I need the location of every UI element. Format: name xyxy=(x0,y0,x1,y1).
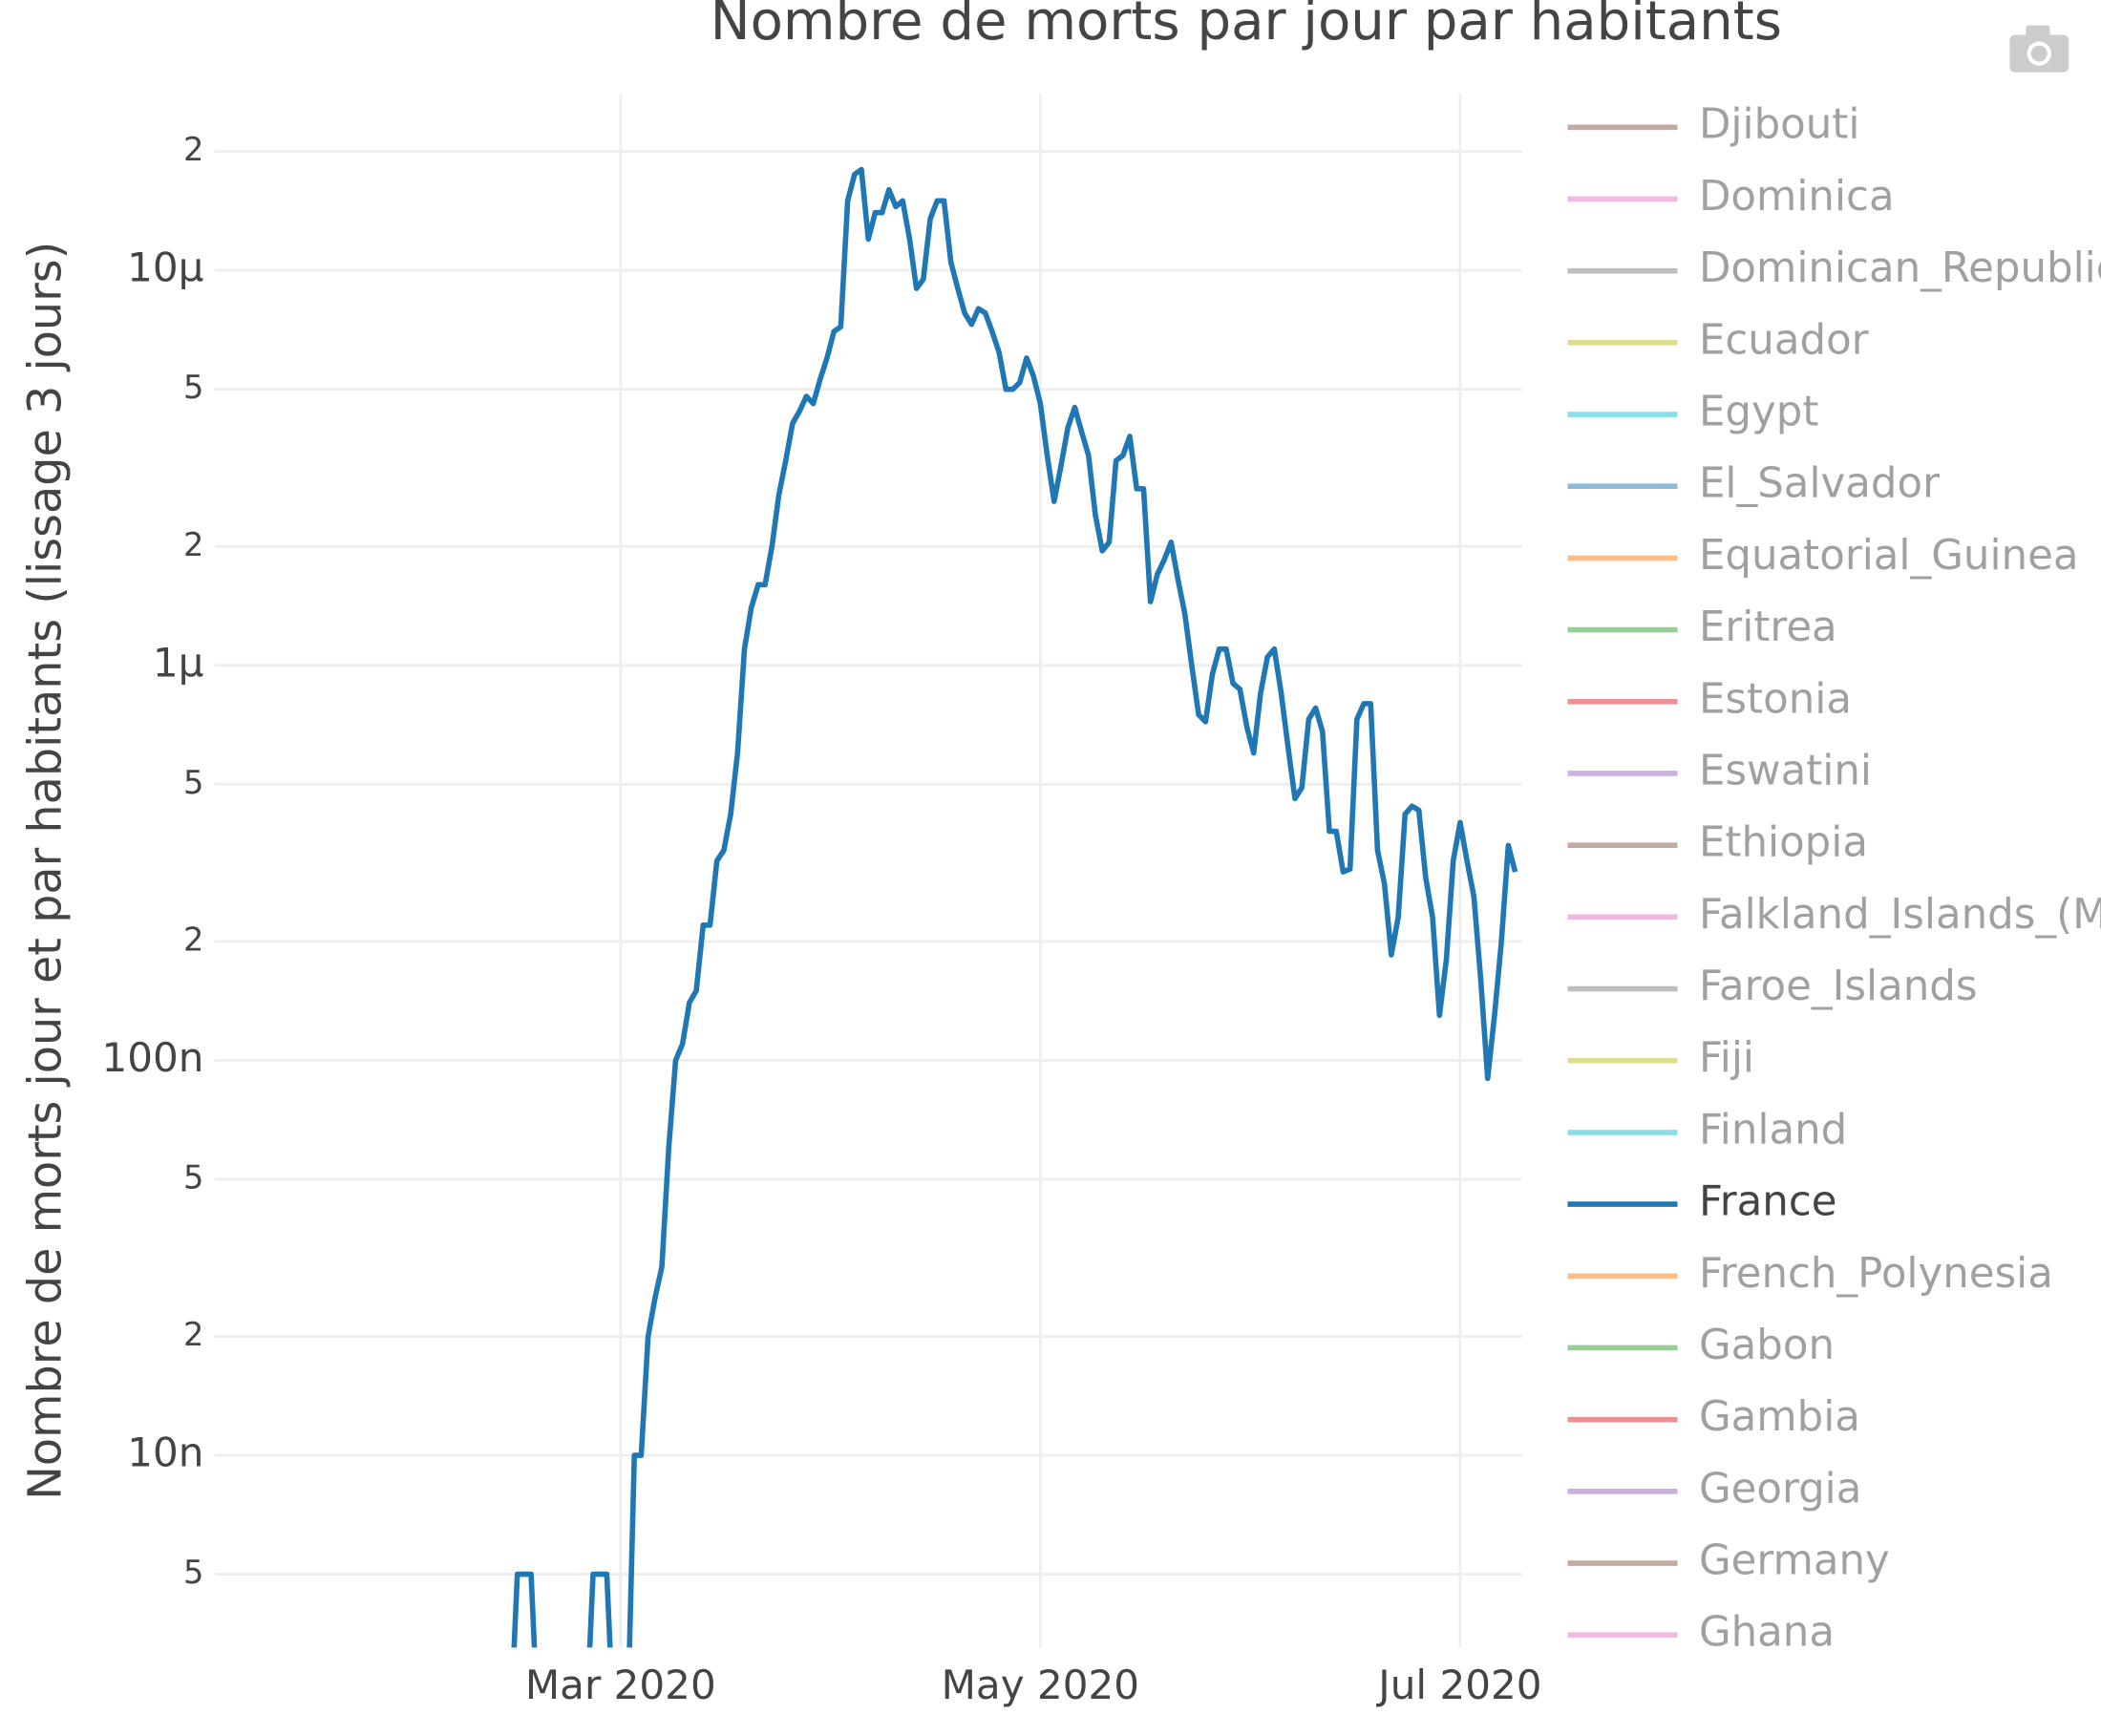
legend-label[interactable]: Dominican_Republic xyxy=(1699,244,2101,292)
legend-label[interactable]: Germany xyxy=(1699,1537,1890,1585)
grid xyxy=(214,94,1522,1648)
legend-label[interactable]: Eritrea xyxy=(1699,603,1837,651)
legend-label[interactable]: Egypt xyxy=(1699,389,1818,436)
legend-label[interactable]: Gabon xyxy=(1699,1322,1835,1369)
legend-label[interactable]: French_Polynesia xyxy=(1699,1250,2053,1298)
legend-label[interactable]: Equatorial_Guinea xyxy=(1699,532,2079,580)
legend-label[interactable]: Ethiopia xyxy=(1699,819,1868,867)
chart-title: Nombre de morts par jour par habitants xyxy=(711,0,1782,53)
legend-label[interactable]: France xyxy=(1699,1178,1837,1226)
legend-label[interactable]: Faroe_Islands xyxy=(1699,963,1978,1010)
y-axis-title: Nombre de morts jour et par habitants (l… xyxy=(20,242,73,1500)
legend-label[interactable]: Falkland_Islands_(Malvinas) xyxy=(1699,891,2101,939)
legend-label[interactable]: Ecuador xyxy=(1699,316,1869,364)
camera-icon[interactable] xyxy=(2009,25,2069,73)
x-tick-label: May 2020 xyxy=(942,1662,1139,1708)
x-tick-label: Mar 2020 xyxy=(525,1662,716,1708)
y-tick-label: 5 xyxy=(183,1554,203,1591)
legend-label[interactable]: Finland xyxy=(1699,1106,1847,1154)
legend-label[interactable]: Gambia xyxy=(1699,1393,1860,1441)
y-tick-label: 5 xyxy=(183,764,203,801)
legend-label[interactable]: Dominica xyxy=(1699,173,1895,221)
legend-label[interactable]: El_Salvador xyxy=(1699,460,1940,508)
y-tick-label: 100n xyxy=(101,1034,203,1081)
legend-label[interactable]: Fiji xyxy=(1699,1034,1754,1082)
legend-label[interactable]: Ghana xyxy=(1699,1609,1835,1657)
y-tick-label: 1µ xyxy=(153,639,204,686)
legend-label[interactable]: Estonia xyxy=(1699,675,1852,723)
y-tick-label: 2 xyxy=(183,526,203,563)
legend-label[interactable]: Eswatini xyxy=(1699,747,1872,794)
legend: Djibouti Dominica Dominican_Republic Ecuado… xyxy=(1567,101,2101,1657)
y-tick-label: 5 xyxy=(183,1158,203,1196)
y-tick-label: 5 xyxy=(183,369,203,406)
y-tick-label: 2 xyxy=(183,1316,203,1353)
y-tick-label: 2 xyxy=(183,921,203,958)
legend-label[interactable]: Georgia xyxy=(1699,1465,1861,1513)
y-tick-label: 10n xyxy=(127,1429,203,1476)
plot-area xyxy=(511,166,1518,1648)
y-tick-label: 2 xyxy=(183,131,203,168)
x-tick-label: Jul 2020 xyxy=(1375,1662,1541,1708)
y-tick-label: 10µ xyxy=(127,244,203,291)
data-line xyxy=(511,166,1518,1648)
legend-label[interactable]: Djibouti xyxy=(1699,101,1859,149)
